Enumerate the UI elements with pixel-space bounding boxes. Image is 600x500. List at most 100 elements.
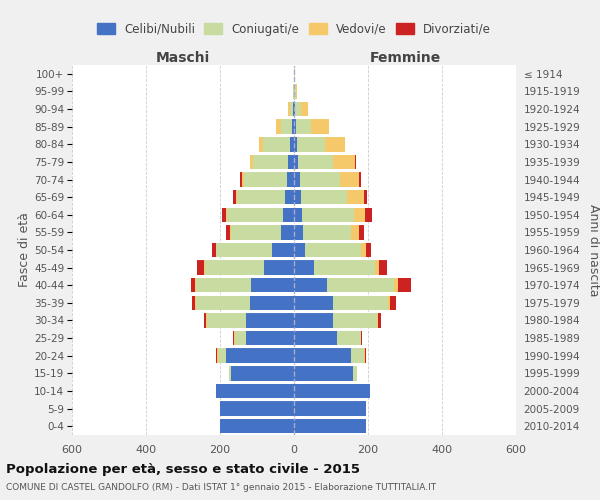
Bar [340,172,359,186]
Bar [296,84,297,98]
Bar [206,314,207,328]
Bar [347,190,364,204]
Bar [196,278,251,292]
Bar [281,225,294,240]
Bar [216,348,217,363]
Y-axis label: Fasce di età: Fasce di età [19,212,31,288]
Bar [390,296,396,310]
Bar [311,120,329,134]
Bar [294,260,314,275]
Bar [294,172,299,186]
Bar [352,225,359,240]
Bar [217,243,272,257]
Bar [294,190,301,204]
Bar [263,137,290,152]
Bar [275,120,281,134]
Bar [195,278,196,292]
Bar [294,384,370,398]
Text: Femmine: Femmine [370,51,440,65]
Bar [227,208,283,222]
Bar [259,137,263,152]
Bar [398,278,410,292]
Bar [226,225,230,240]
Bar [272,243,294,257]
Bar [197,260,205,275]
Bar [231,366,294,380]
Bar [250,154,253,169]
Bar [233,331,234,345]
Bar [226,348,294,363]
Bar [299,172,340,186]
Bar [294,154,298,169]
Text: Maschi: Maschi [156,51,210,65]
Bar [294,366,353,380]
Text: COMUNE DI CASTEL GANDOLFO (RM) - Dati ISTAT 1° gennaio 2015 - Elaborazione TUTTI: COMUNE DI CASTEL GANDOLFO (RM) - Dati IS… [6,484,436,492]
Bar [205,314,206,328]
Bar [303,225,352,240]
Bar [294,296,333,310]
Bar [301,102,308,117]
Bar [230,225,231,240]
Legend: Celibi/Nubili, Coniugati/e, Vedovi/e, Divorziati/e: Celibi/Nubili, Coniugati/e, Vedovi/e, Di… [93,19,495,39]
Bar [231,225,281,240]
Y-axis label: Anni di nascita: Anni di nascita [587,204,600,296]
Bar [253,154,289,169]
Bar [292,120,294,134]
Bar [233,190,236,204]
Bar [217,348,218,363]
Bar [314,260,376,275]
Bar [283,208,294,222]
Bar [361,331,362,345]
Bar [265,260,294,275]
Bar [354,208,365,222]
Bar [377,314,378,328]
Bar [325,137,345,152]
Bar [242,172,244,186]
Bar [359,225,364,240]
Bar [246,314,294,328]
Bar [355,154,356,169]
Bar [287,172,294,186]
Bar [378,314,381,328]
Bar [302,208,354,222]
Bar [294,348,352,363]
Bar [207,314,246,328]
Bar [294,331,337,345]
Bar [294,120,296,134]
Bar [235,331,246,345]
Bar [205,260,265,275]
Bar [333,296,388,310]
Bar [394,278,398,292]
Bar [220,402,294,416]
Bar [215,243,216,257]
Bar [294,225,303,240]
Bar [352,348,364,363]
Bar [359,172,361,186]
Bar [361,243,366,257]
Bar [229,366,231,380]
Bar [290,102,293,117]
Bar [226,208,227,222]
Bar [191,278,195,292]
Bar [244,172,287,186]
Bar [366,243,371,257]
Bar [333,314,377,328]
Bar [298,154,333,169]
Bar [288,102,290,117]
Bar [333,154,355,169]
Bar [236,190,285,204]
Bar [379,260,386,275]
Bar [220,419,294,434]
Bar [212,243,215,257]
Bar [294,102,295,117]
Bar [218,348,226,363]
Bar [364,190,367,204]
Text: Popolazione per età, sesso e stato civile - 2015: Popolazione per età, sesso e stato civil… [6,462,360,475]
Bar [305,243,361,257]
Bar [251,278,294,292]
Bar [301,190,347,204]
Bar [295,102,301,117]
Bar [234,331,235,345]
Bar [376,260,379,275]
Bar [294,314,333,328]
